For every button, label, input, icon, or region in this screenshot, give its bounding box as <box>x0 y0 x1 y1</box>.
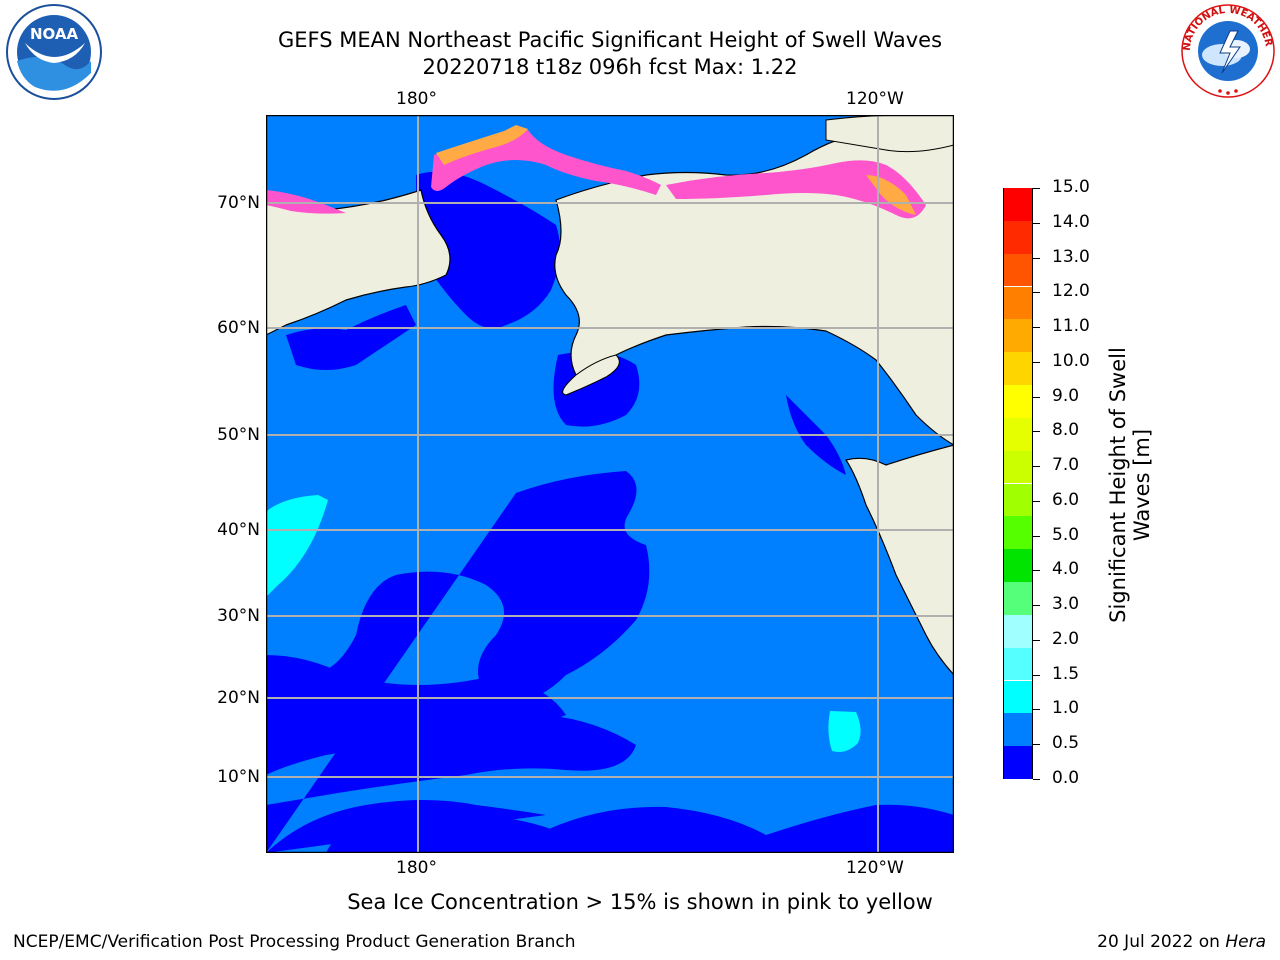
swell-patch-cyan-west <box>266 495 328 597</box>
footer-branch: NCEP/EMC/Verification Post Processing Pr… <box>13 932 576 952</box>
lat-label-10n: 10°N <box>217 767 260 787</box>
lon-label-bottom-180: 180° <box>396 858 437 878</box>
colorbar-tick-mark <box>1033 639 1040 641</box>
colorbar-tick-label: 9.0 <box>1052 385 1080 406</box>
colorbar-segment <box>1004 319 1032 353</box>
swell-patch-cyan-east <box>828 711 861 752</box>
colorbar-segment <box>1004 549 1032 582</box>
swell-region-dark-central <box>266 471 650 853</box>
colorbar-segment <box>1004 746 1032 779</box>
map-frame <box>266 115 954 853</box>
colorbar-tick-label: 5.0 <box>1052 524 1080 545</box>
colorbar-tick-label: 3.0 <box>1052 594 1080 615</box>
colorbar-segment <box>1004 614 1032 648</box>
colorbar-tick-mark <box>1033 292 1040 294</box>
colorbar-label: Significant Height of Swell Waves [m] <box>1106 347 1154 623</box>
colorbar-segment <box>1004 582 1032 615</box>
lat-label-20n: 20°N <box>217 688 260 708</box>
colorbar-tick-label: 1.5 <box>1052 663 1080 684</box>
sea-ice-note: Sea Ice Concentration > 15% is shown in … <box>347 890 933 914</box>
colorbar-tick-label: 11.0 <box>1052 316 1090 337</box>
colorbar <box>1003 188 1033 779</box>
colorbar-tick-mark <box>1033 535 1040 537</box>
lon-label-bottom-120w: 120°W <box>846 858 904 878</box>
colorbar-tick-label: 0.5 <box>1052 733 1080 754</box>
lat-label-40n: 40°N <box>217 520 260 540</box>
ocean-map <box>266 115 954 853</box>
colorbar-tick-label: 2.0 <box>1052 628 1080 649</box>
colorbar-segment <box>1004 253 1032 287</box>
colorbar-tick-mark <box>1033 361 1040 363</box>
footer-date: 20 Jul 2022 on Hera <box>1097 932 1266 952</box>
colorbar-tick-mark <box>1033 257 1040 259</box>
colorbar-segment <box>1004 385 1032 418</box>
colorbar-segment <box>1004 680 1032 714</box>
land-west-coast <box>845 444 954 676</box>
colorbar-tick-label: 15.0 <box>1052 177 1090 197</box>
colorbar-segment <box>1004 188 1032 221</box>
colorbar-segment <box>1004 713 1032 747</box>
colorbar-tick-mark <box>1033 744 1040 746</box>
colorbar-tick-mark <box>1033 431 1040 433</box>
nws-logo-icon: NATIONAL WEATHER SERVICE <box>1180 3 1275 98</box>
colorbar-segment <box>1004 483 1032 517</box>
swell-region-dark-band <box>266 655 566 775</box>
colorbar-segment <box>1004 220 1032 254</box>
swell-region-dark-chukchi <box>416 171 560 329</box>
colorbar-segment <box>1004 647 1032 681</box>
noaa-logo-icon: NOAA <box>6 4 102 100</box>
lat-label-70n: 70°N <box>217 193 260 213</box>
colorbar-tick-mark <box>1033 188 1040 189</box>
colorbar-tick-label: 8.0 <box>1052 420 1080 441</box>
colorbar-tick-label: 10.0 <box>1052 350 1090 371</box>
graticule <box>266 115 954 853</box>
colorbar-tick-label: 0.0 <box>1052 768 1080 788</box>
sea-ice-beaufort <box>666 160 926 219</box>
colorbar-tick-mark <box>1033 466 1040 468</box>
colorbar-segment <box>1004 352 1032 385</box>
colorbar-tick-mark <box>1033 570 1040 572</box>
noaa-logo-text: NOAA <box>30 25 79 43</box>
colorbar-segment <box>1004 450 1032 484</box>
colorbar-tick-label: 7.0 <box>1052 455 1080 476</box>
colorbar-tick-mark <box>1033 500 1040 502</box>
colorbar-tick-label: 13.0 <box>1052 246 1090 267</box>
footer-host: Hera <box>1225 932 1266 952</box>
footer-date-text: 20 Jul 2022 on <box>1097 932 1226 952</box>
sea-ice-east-siberian <box>266 190 346 214</box>
colorbar-tick-mark <box>1033 779 1040 780</box>
colorbar-tick-mark <box>1033 222 1040 224</box>
lat-label-50n: 50°N <box>217 425 260 445</box>
colorbar-tick-label: 12.0 <box>1052 281 1090 302</box>
lat-label-60n: 60°N <box>217 318 260 338</box>
lon-label-top-120w: 120°W <box>846 89 904 109</box>
colorbar-tick-label: 1.0 <box>1052 698 1080 719</box>
colorbar-tick-mark <box>1033 605 1040 607</box>
colorbar-tick-mark <box>1033 709 1040 711</box>
swell-region-dark-south <box>326 810 566 853</box>
land-alaska-peninsula <box>562 354 620 396</box>
lat-label-30n: 30°N <box>217 606 260 626</box>
colorbar-tick-mark <box>1033 674 1040 676</box>
colorbar-segment <box>1004 417 1032 451</box>
lon-label-top-180: 180° <box>396 89 437 109</box>
colorbar-tick-mark <box>1033 396 1040 398</box>
map-title: GEFS MEAN Northeast Pacific Significant … <box>277 28 943 52</box>
map-subtitle: 20220718 t18z 096h fcst Max: 1.22 <box>422 55 798 79</box>
swell-region-dark-southeast <box>536 804 954 853</box>
land-siberia <box>266 189 451 336</box>
colorbar-segment <box>1004 286 1032 320</box>
colorbar-tick-mark <box>1033 327 1040 329</box>
colorbar-tick-label: 14.0 <box>1052 211 1090 232</box>
colorbar-segment <box>1004 516 1032 550</box>
sea-ice-chukchi-edge <box>436 125 528 165</box>
colorbar-tick-label: 6.0 <box>1052 489 1080 510</box>
colorbar-tick-label: 4.0 <box>1052 559 1080 580</box>
swell-region-dark-bering <box>286 305 416 370</box>
